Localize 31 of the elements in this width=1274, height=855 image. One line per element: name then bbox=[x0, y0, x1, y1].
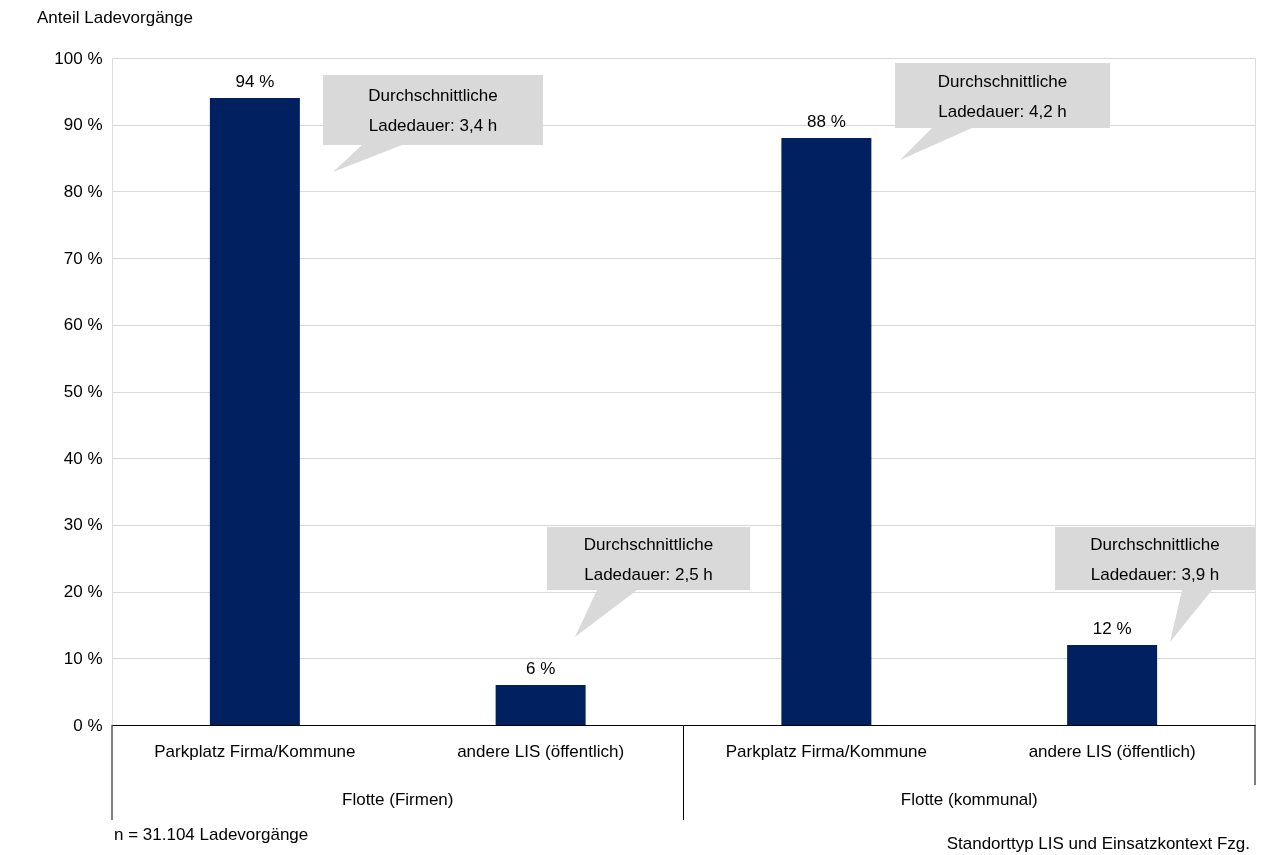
text: n = 31.104 Ladevorgänge bbox=[114, 825, 309, 844]
data-label: 12 % bbox=[1092, 618, 1132, 638]
x-tick-label: Parkplatz Firma/Kommune bbox=[154, 741, 356, 761]
data-label: 88 % bbox=[807, 112, 846, 132]
bar bbox=[495, 684, 586, 725]
data-label: 94 % bbox=[235, 72, 275, 92]
y-tick-label: 10 % bbox=[63, 648, 103, 668]
annotation: Durchschnittliche Ladedauer: 3,9 h bbox=[1090, 534, 1220, 584]
y-tick-label: 0 % bbox=[73, 715, 103, 735]
annotation: Durchschnittliche Ladedauer: 2,5 h bbox=[583, 534, 714, 584]
data-label: 6 % bbox=[525, 658, 556, 678]
annotation: Durchschnittliche Ladedauer: 4,2 h bbox=[937, 71, 1068, 121]
y-tick-label: 60 % bbox=[63, 315, 103, 335]
x-tick-label: andere LIS (öffentlich) bbox=[1028, 741, 1196, 761]
y-tick-label: 100 % bbox=[54, 48, 103, 68]
text: Flotte (kommunal) bbox=[900, 790, 1038, 809]
y-axis-title: Anteil Ladevorgänge bbox=[37, 8, 193, 27]
y-tick-label: 40 % bbox=[63, 448, 103, 468]
annotation: Durchschnittliche Ladedauer: 3,4 h bbox=[368, 86, 498, 135]
y-tick-label: 20 % bbox=[63, 582, 103, 602]
x-tick-label: Parkplatz Firma/Kommune bbox=[725, 741, 927, 761]
bar bbox=[209, 98, 300, 725]
y-tick-label: 50 % bbox=[63, 382, 103, 401]
y-tick-label: 90 % bbox=[63, 115, 103, 135]
y-tick-label: 80 % bbox=[63, 181, 103, 201]
x-tick-label: andere LIS (öffentlich) bbox=[457, 741, 625, 761]
bar bbox=[781, 138, 872, 725]
y-tick-label: 70 % bbox=[63, 248, 103, 268]
text: Flotte (Firmen) bbox=[342, 790, 454, 809]
y-tick-label: 30 % bbox=[63, 515, 103, 535]
x-axis-title: Standorttyp LIS und Einsatzkontext Fzg. bbox=[946, 834, 1250, 853]
